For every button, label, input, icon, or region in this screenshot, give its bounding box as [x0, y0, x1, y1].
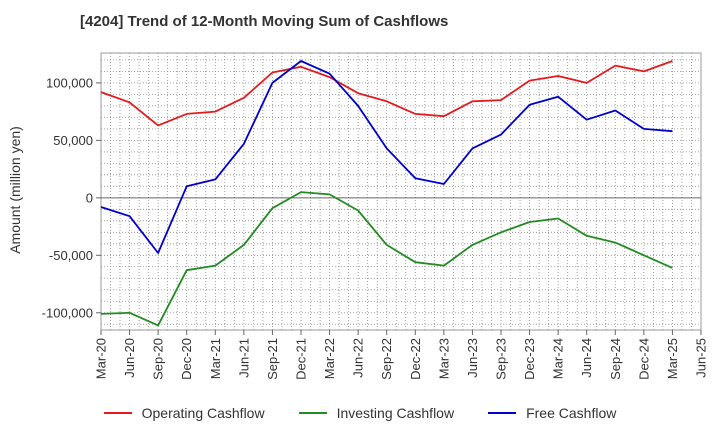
- legend: Operating Cashflow Investing Cashflow Fr…: [0, 405, 720, 421]
- x-axis-ticks: Mar-20 Jun-20 Sep-20 Dec-20 Mar-21 Jun-21 Sep-…: [94, 330, 709, 380]
- legend-swatch: [103, 412, 132, 414]
- x-tick-label: Dec-22: [408, 338, 423, 380]
- x-tick-label: Dec-24: [636, 338, 651, 380]
- x-tick-label: Mar-21: [208, 338, 223, 379]
- x-tick-label: Jun-22: [351, 338, 366, 378]
- x-tick-label: Jun-25: [694, 338, 709, 378]
- y-tick-label: -100,000: [42, 305, 93, 320]
- x-tick-label: Jun-20: [122, 338, 137, 378]
- y-tick-label: -50,000: [49, 248, 93, 263]
- x-tick-label: Jun-24: [579, 338, 594, 378]
- legend-item-operating-cashflow: Operating Cashflow: [103, 405, 265, 421]
- x-tick-label: Jun-21: [236, 338, 251, 378]
- series-lines: [100, 60, 673, 327]
- x-tick-label: Sep-23: [494, 338, 509, 380]
- legend-label: Operating Cashflow: [141, 405, 265, 421]
- y-tick-label: 50,000: [53, 133, 93, 148]
- x-tick-label: Mar-20: [94, 338, 109, 379]
- series-line-investing-cashflow: [100, 191, 673, 327]
- x-tick-label: Sep-24: [608, 338, 623, 380]
- legend-label: Investing Cashflow: [336, 405, 455, 421]
- legend-label: Free Cashflow: [526, 405, 617, 421]
- legend-item-free-cashflow: Free Cashflow: [488, 405, 616, 421]
- x-tick-label: Mar-24: [551, 338, 566, 379]
- x-tick-label: Sep-22: [379, 338, 394, 380]
- x-tick-label: Jun-23: [465, 338, 480, 378]
- legend-item-investing-cashflow: Investing Cashflow: [298, 405, 455, 421]
- x-tick-label: Sep-21: [265, 338, 280, 380]
- grid-lines: [101, 53, 701, 330]
- x-tick-label: Mar-22: [322, 338, 337, 379]
- chart-title: [4204] Trend of 12-Month Moving Sum of C…: [80, 13, 449, 30]
- y-axis-label: Amount (million yen): [7, 126, 23, 254]
- legend-swatch: [298, 412, 327, 414]
- x-tick-label: Mar-23: [436, 338, 451, 379]
- y-tick-label: 100,000: [46, 75, 93, 90]
- series-line-free-cashflow: [100, 60, 673, 254]
- y-axis-ticks: 100,000 50,000 0 -50,000 -100,000: [42, 75, 101, 320]
- x-tick-label: Dec-23: [522, 338, 537, 380]
- plot-area-frame: [100, 52, 702, 331]
- x-tick-label: Dec-21: [294, 338, 309, 380]
- series-line-operating-cashflow: [100, 60, 673, 127]
- x-tick-label: Mar-25: [665, 338, 680, 379]
- x-tick-label: Sep-20: [151, 338, 166, 380]
- legend-swatch: [488, 412, 517, 414]
- y-tick-label: 0: [86, 190, 93, 205]
- x-tick-label: Dec-20: [179, 338, 194, 380]
